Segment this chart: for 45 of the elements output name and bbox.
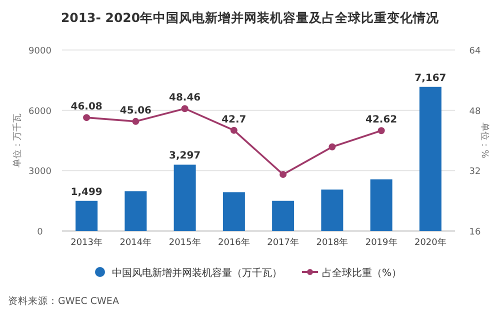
y2-tick-label: 16 xyxy=(469,228,481,238)
data-label: 1,499 xyxy=(70,186,102,198)
bar xyxy=(124,191,147,231)
point xyxy=(280,170,287,178)
x-tick-label: 2014年 xyxy=(120,237,152,248)
point xyxy=(181,105,188,112)
bar xyxy=(76,200,98,231)
data-label: 48.46 xyxy=(168,92,201,104)
data-label: 46.08 xyxy=(70,102,102,113)
x-tick-label: 2020年 xyxy=(414,237,446,248)
bar xyxy=(321,190,344,231)
x-tick-label: 2015年 xyxy=(168,237,201,248)
y-tick-label: 3000 xyxy=(28,167,52,178)
point xyxy=(230,126,238,134)
y2-tick-label: 48 xyxy=(469,106,481,117)
point xyxy=(328,143,336,150)
y-axis-title: 单位：万千瓦 xyxy=(12,114,23,168)
y-tick-label: 0 xyxy=(37,228,44,238)
point xyxy=(378,127,385,134)
chart-title: 2013- 2020年中国风电新增并网装机容量及占全球比重变化情况 xyxy=(60,10,440,25)
x-tick-label: 2019年 xyxy=(365,237,398,248)
y-tick-label: 6000 xyxy=(28,106,52,117)
y2-tick-label: 32 xyxy=(469,167,481,178)
x-tick-label: 2016年 xyxy=(218,237,250,248)
data-label: 45.06 xyxy=(120,105,152,116)
y2-tick-label: 64 xyxy=(469,46,481,56)
x-tick-label: 2017年 xyxy=(267,237,300,248)
y2-axis-title: 单位：% xyxy=(479,122,490,159)
bar xyxy=(222,192,245,231)
text: 资料来源：GWEC CWEA xyxy=(8,295,120,307)
bar xyxy=(419,86,442,231)
legend-label: 占全球比重（%） xyxy=(322,267,402,279)
data-label: 42.62 xyxy=(365,114,398,126)
bar xyxy=(272,200,294,231)
bar xyxy=(370,179,392,231)
x-tick-label: 2018年 xyxy=(316,237,348,248)
x-tick-label: 2013年 xyxy=(70,237,103,248)
data-label: 7,167 xyxy=(414,72,446,84)
legend-label: 中国风电新增并网装机容量（万千瓦） xyxy=(112,267,282,279)
point xyxy=(83,114,90,122)
data-label: 42.7 xyxy=(222,114,246,126)
y-tick-label: 9000 xyxy=(28,46,52,56)
bar xyxy=(174,164,196,231)
point xyxy=(132,118,140,125)
data-label: 3,297 xyxy=(168,150,201,162)
